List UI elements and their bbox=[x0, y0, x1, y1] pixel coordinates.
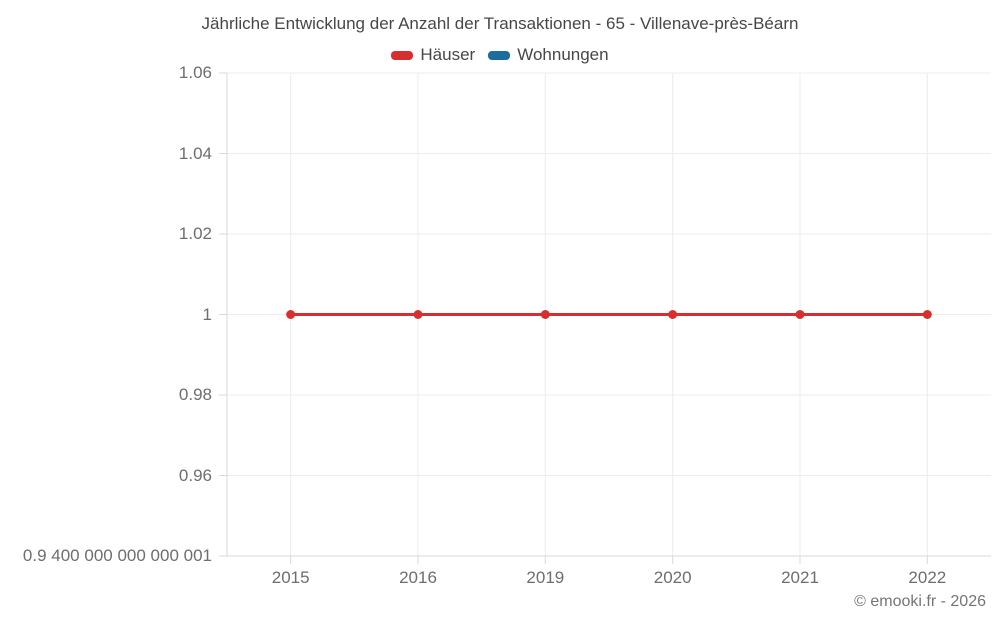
legend-item[interactable]: Häuser bbox=[391, 45, 475, 65]
data-point bbox=[286, 310, 296, 319]
y-tick-label: 1.06 bbox=[178, 63, 212, 82]
legend-swatch bbox=[488, 50, 511, 60]
x-tick-label: 2016 bbox=[399, 568, 437, 587]
x-tick-label: 2022 bbox=[908, 568, 947, 587]
data-point bbox=[668, 310, 678, 319]
x-tick-label: 2021 bbox=[781, 568, 819, 587]
attribution: © emooki.fr - 2026 bbox=[854, 593, 986, 610]
y-tick-label: 1.02 bbox=[178, 224, 212, 243]
legend-label: Wohnungen bbox=[517, 45, 609, 64]
data-point bbox=[922, 310, 932, 319]
y-tick-label: 0.96 bbox=[178, 465, 212, 485]
legend-label: Häuser bbox=[420, 45, 476, 64]
x-tick-label: 2020 bbox=[653, 568, 692, 587]
legend-item[interactable]: Wohnungen bbox=[488, 45, 609, 65]
y-tick-label: 1 bbox=[202, 304, 212, 324]
x-tick-label: 2019 bbox=[526, 568, 565, 587]
y-tick-label: 0.98 bbox=[178, 385, 212, 404]
chart-title: Jährliche Entwicklung der Anzahl der Tra… bbox=[201, 14, 799, 33]
x-tick-label: 2015 bbox=[271, 568, 310, 587]
y-tick-label: 0.9 400 000 000 000 001 bbox=[22, 546, 212, 565]
data-point bbox=[795, 310, 805, 319]
chart-legend: Häuser Wohnungen bbox=[0, 45, 1000, 65]
data-point bbox=[413, 310, 423, 319]
data-point bbox=[540, 310, 550, 319]
legend-swatch bbox=[391, 50, 414, 60]
y-tick-label: 1.04 bbox=[178, 143, 212, 163]
